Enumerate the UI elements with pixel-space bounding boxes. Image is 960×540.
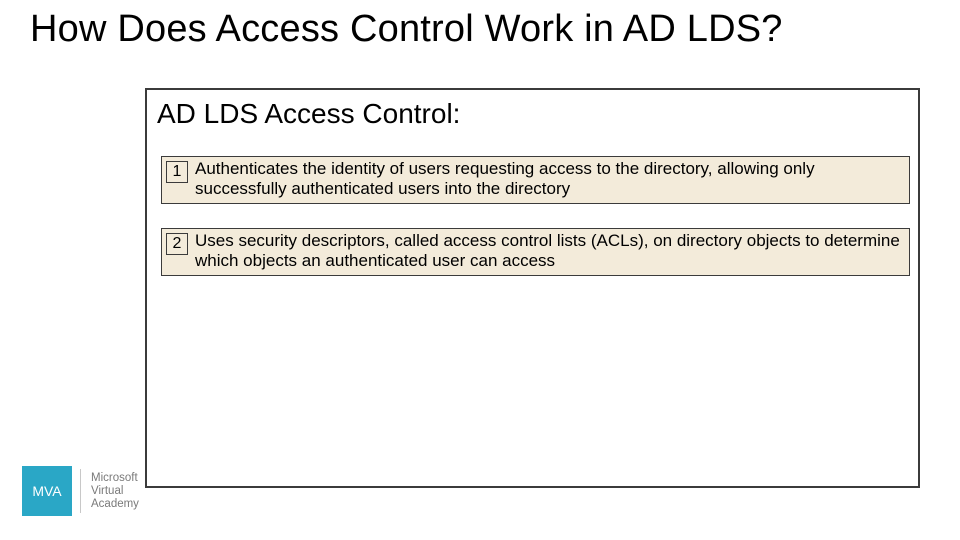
subtitle: AD LDS Access Control: [157,98,460,130]
brand-text: Microsoft Virtual Academy [91,472,139,511]
list-item: 1 Authenticates the identity of users re… [161,156,910,204]
slide: How Does Access Control Work in AD LDS? … [0,0,960,540]
brand-line: Microsoft [91,472,139,485]
brand-divider [80,469,81,513]
brand-line: Academy [91,498,139,511]
item-text: Uses security descriptors, called access… [195,231,903,271]
content-box: AD LDS Access Control: 1 Authenticates t… [145,88,920,488]
item-number-badge: 2 [166,233,188,255]
mva-badge: MVA [22,466,72,516]
list-item: 2 Uses security descriptors, called acce… [161,228,910,276]
item-text: Authenticates the identity of users requ… [195,159,903,199]
brand-logo: MVA Microsoft Virtual Academy [22,466,139,516]
slide-title: How Does Access Control Work in AD LDS? [30,8,783,51]
brand-line: Virtual [91,485,139,498]
item-number-badge: 1 [166,161,188,183]
